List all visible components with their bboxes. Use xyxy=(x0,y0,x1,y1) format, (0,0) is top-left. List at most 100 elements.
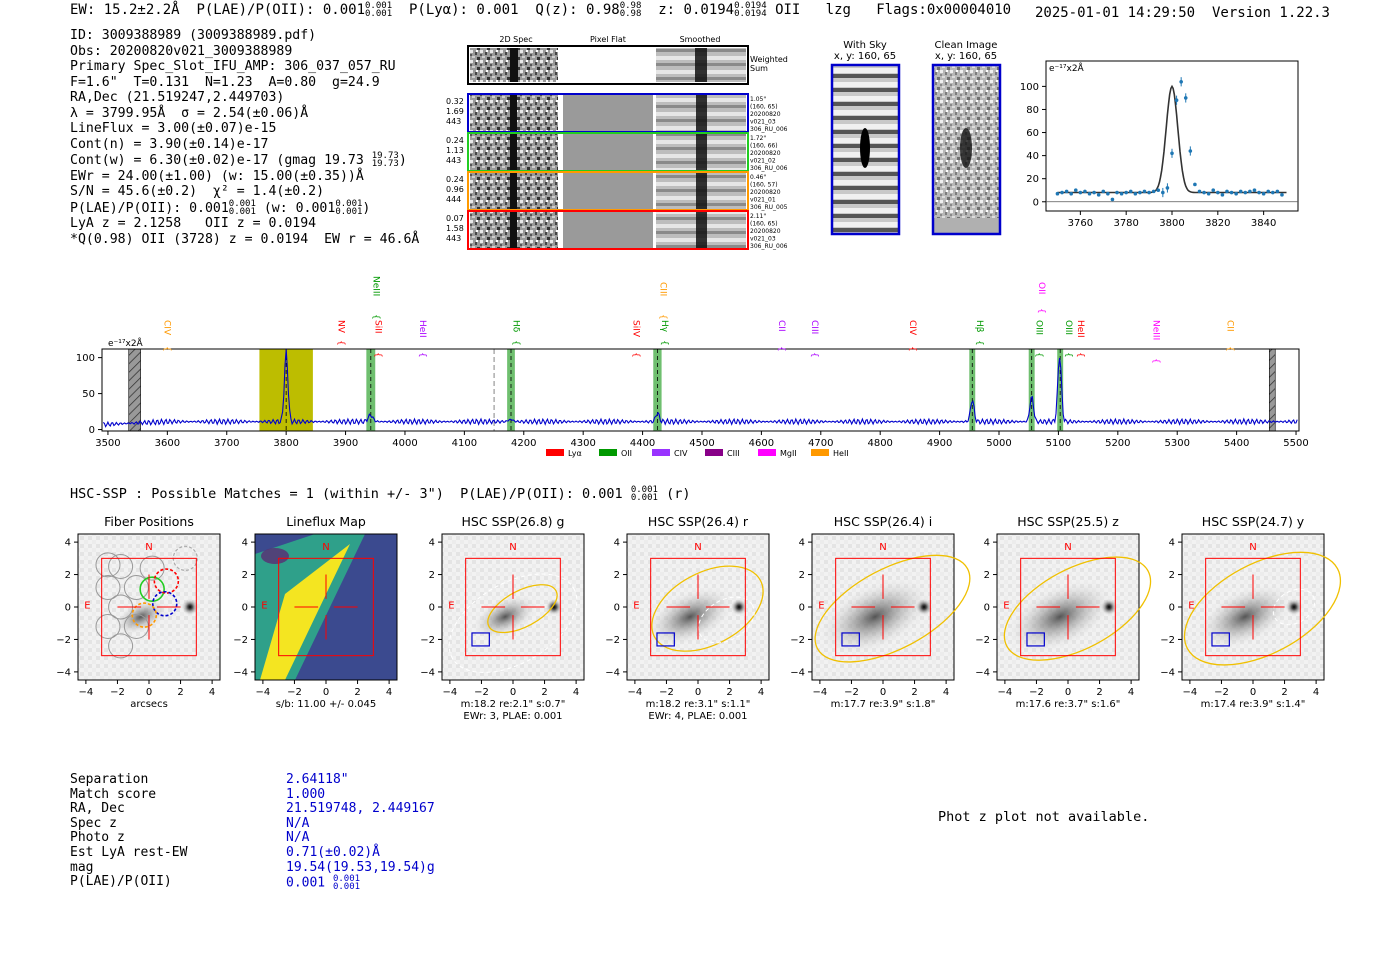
photz-message: Phot z plot not available. xyxy=(938,809,1150,825)
fiber-circle xyxy=(108,553,134,579)
sp-xtick-label: 5100 xyxy=(1046,438,1071,449)
sky-band-light xyxy=(832,208,899,213)
lp-point xyxy=(1092,190,1096,195)
hsc-ytick-label: 4 xyxy=(242,538,248,549)
hsc-xtick-label: 0 xyxy=(695,687,701,698)
plae-lo2: 0.001 xyxy=(228,206,256,217)
hsc-ytick-label: 0 xyxy=(984,603,990,614)
summary-label: Photo z xyxy=(70,830,125,846)
ws-2d-trace xyxy=(510,48,518,82)
lp-point xyxy=(1188,149,1193,153)
row-left-label: 443 xyxy=(446,117,461,126)
row-right-label: 20200820 xyxy=(750,189,781,196)
hsc-east: E xyxy=(448,601,454,612)
fiber-green xyxy=(139,576,165,602)
row-right-label: v021_03 xyxy=(750,119,776,126)
sp-green-band xyxy=(507,349,515,431)
hsc-ytick-label: −4 xyxy=(605,667,620,678)
line-fit-unit: e⁻¹⁷x2Å xyxy=(1049,62,1085,74)
sp-xtick-label: 4300 xyxy=(570,438,595,449)
info-contw: Cont(w) = 6.30(±0.02)e-17 (gmag 19.73 19… xyxy=(70,152,419,169)
z-hi: 0.0194 xyxy=(734,1,767,11)
lp-point xyxy=(1170,151,1174,156)
hsc-xtick-label: −2 xyxy=(1029,687,1044,698)
hsc-ytick-label: −2 xyxy=(790,635,805,646)
hsc-match-box xyxy=(1211,632,1230,647)
lp-point xyxy=(1138,190,1142,195)
legend-swatch xyxy=(652,449,670,456)
sp-line-label: CII xyxy=(776,320,786,332)
header-z: z: 0.0194 xyxy=(658,2,735,18)
lp-point xyxy=(1248,189,1252,194)
fiber-red xyxy=(153,568,180,594)
lp-ytick-label: 100 xyxy=(1020,82,1039,93)
lp-point xyxy=(1156,188,1161,193)
hsc-galaxy-core xyxy=(730,598,749,616)
sp-green-band xyxy=(366,349,376,431)
summary-label: Match score xyxy=(70,786,157,802)
with-sky-image xyxy=(830,63,901,236)
fiber-cutouts: 2D Spec Pixel Flat Smoothed Weighted Sum… xyxy=(446,35,1002,250)
header-z-err: 0.0194 0.0194 xyxy=(734,1,767,19)
fiber-orange xyxy=(131,602,158,628)
hsc-galaxy-body xyxy=(1002,577,1118,656)
hsc-search-box xyxy=(1020,557,1116,657)
hsc-caption-2: EWr: 4, PLAE: 0.001 xyxy=(648,711,747,722)
header-flags: Flags:0x00004010 xyxy=(876,2,1012,18)
hsc-ytick-label: −2 xyxy=(233,635,248,646)
sp-line-brace: { xyxy=(372,352,382,358)
lp-ytick-label: 60 xyxy=(1026,128,1039,139)
lp-point xyxy=(1229,190,1234,195)
row-smooth-trace xyxy=(696,95,707,131)
hsc-xtick-label: −2 xyxy=(287,687,302,698)
sp-xtick-label: 5400 xyxy=(1224,438,1249,449)
legend-swatch xyxy=(599,449,617,456)
row-left-label: 1.58 xyxy=(446,224,464,233)
sp-line-brace: { xyxy=(907,346,917,352)
row-smooth-trace xyxy=(696,173,707,209)
hsc-ytick-label: −2 xyxy=(605,635,620,646)
hsc-xtick-label: 2 xyxy=(541,687,547,698)
lp-point xyxy=(1275,189,1280,194)
row-2d-trace xyxy=(510,134,517,170)
hsc-north: N xyxy=(322,542,329,553)
sky-bands xyxy=(832,68,899,232)
hsc-north: N xyxy=(509,542,516,553)
legend-label: CIII xyxy=(727,449,740,458)
hsc-ytick-label: −4 xyxy=(1160,667,1175,678)
legend-swatch xyxy=(758,449,776,456)
fiber-circle xyxy=(108,633,134,659)
hsc-panel: N E −4 −4 −2 −2 0 0 2 2 4 4 HSC SSP(26.8) g m:18.2 re… xyxy=(420,514,585,722)
sp-xtick-label: 4700 xyxy=(808,438,833,449)
header-datetime-version: 2025-01-01 14:29:50 Version 1.22.3 xyxy=(1035,5,1330,21)
sp-line-brace: { xyxy=(809,352,819,358)
row-left-label: 443 xyxy=(446,234,461,243)
header-qz: Q(z): 0.98 xyxy=(535,2,620,18)
sky-band-dark xyxy=(832,116,899,120)
row-left-label: 0.07 xyxy=(446,214,464,223)
hsc-source-ellipse xyxy=(1272,588,1316,626)
row-left-label: 0.96 xyxy=(446,185,464,194)
lp-ytick-label: 0 xyxy=(1033,197,1039,208)
summary-value: N/A xyxy=(286,815,310,831)
sp-line-brace: { xyxy=(776,346,786,352)
hsc-north: N xyxy=(1064,542,1071,553)
row-right-label: 306_RU_005 xyxy=(750,204,788,211)
info-qline: *Q(0.98) OII (3728) z = 0.0194 EW r = 46… xyxy=(70,231,420,247)
hsc-aperture-ellipse xyxy=(651,565,764,652)
fiber-circle xyxy=(95,613,121,639)
hsc-east: E xyxy=(818,601,824,612)
match-summary: Separation 2.64118" Match score 1.000 RA, … xyxy=(70,772,435,891)
sp-line-brace: { xyxy=(659,340,669,346)
plae-err: 0.001 0.001 xyxy=(228,199,256,217)
plae-w-end: ) xyxy=(362,200,371,216)
fiber-circle xyxy=(139,555,165,581)
sp-xtick-label: 5200 xyxy=(1105,438,1130,449)
row-flat xyxy=(563,95,653,131)
hsc-xtick-label: 2 xyxy=(177,687,183,698)
lp-point xyxy=(1202,190,1206,195)
legend-swatch xyxy=(811,449,829,456)
plae-w: (w: 0.001 xyxy=(263,200,336,216)
hsc-xtick-label: 2 xyxy=(354,687,360,698)
info-radec: RA,Dec (21.519247,2.449703) xyxy=(70,90,285,105)
